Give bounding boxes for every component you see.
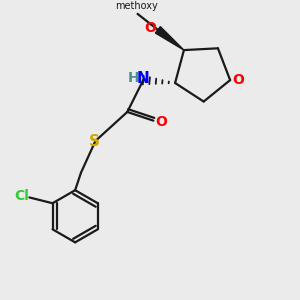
Text: Cl: Cl bbox=[14, 189, 29, 203]
Text: S: S bbox=[89, 134, 100, 149]
Text: N: N bbox=[137, 71, 150, 86]
Text: O: O bbox=[232, 73, 244, 87]
Text: O: O bbox=[145, 21, 157, 35]
Text: O: O bbox=[155, 115, 167, 129]
Text: methoxy: methoxy bbox=[115, 1, 158, 11]
Text: H: H bbox=[127, 71, 139, 85]
Polygon shape bbox=[155, 27, 184, 50]
